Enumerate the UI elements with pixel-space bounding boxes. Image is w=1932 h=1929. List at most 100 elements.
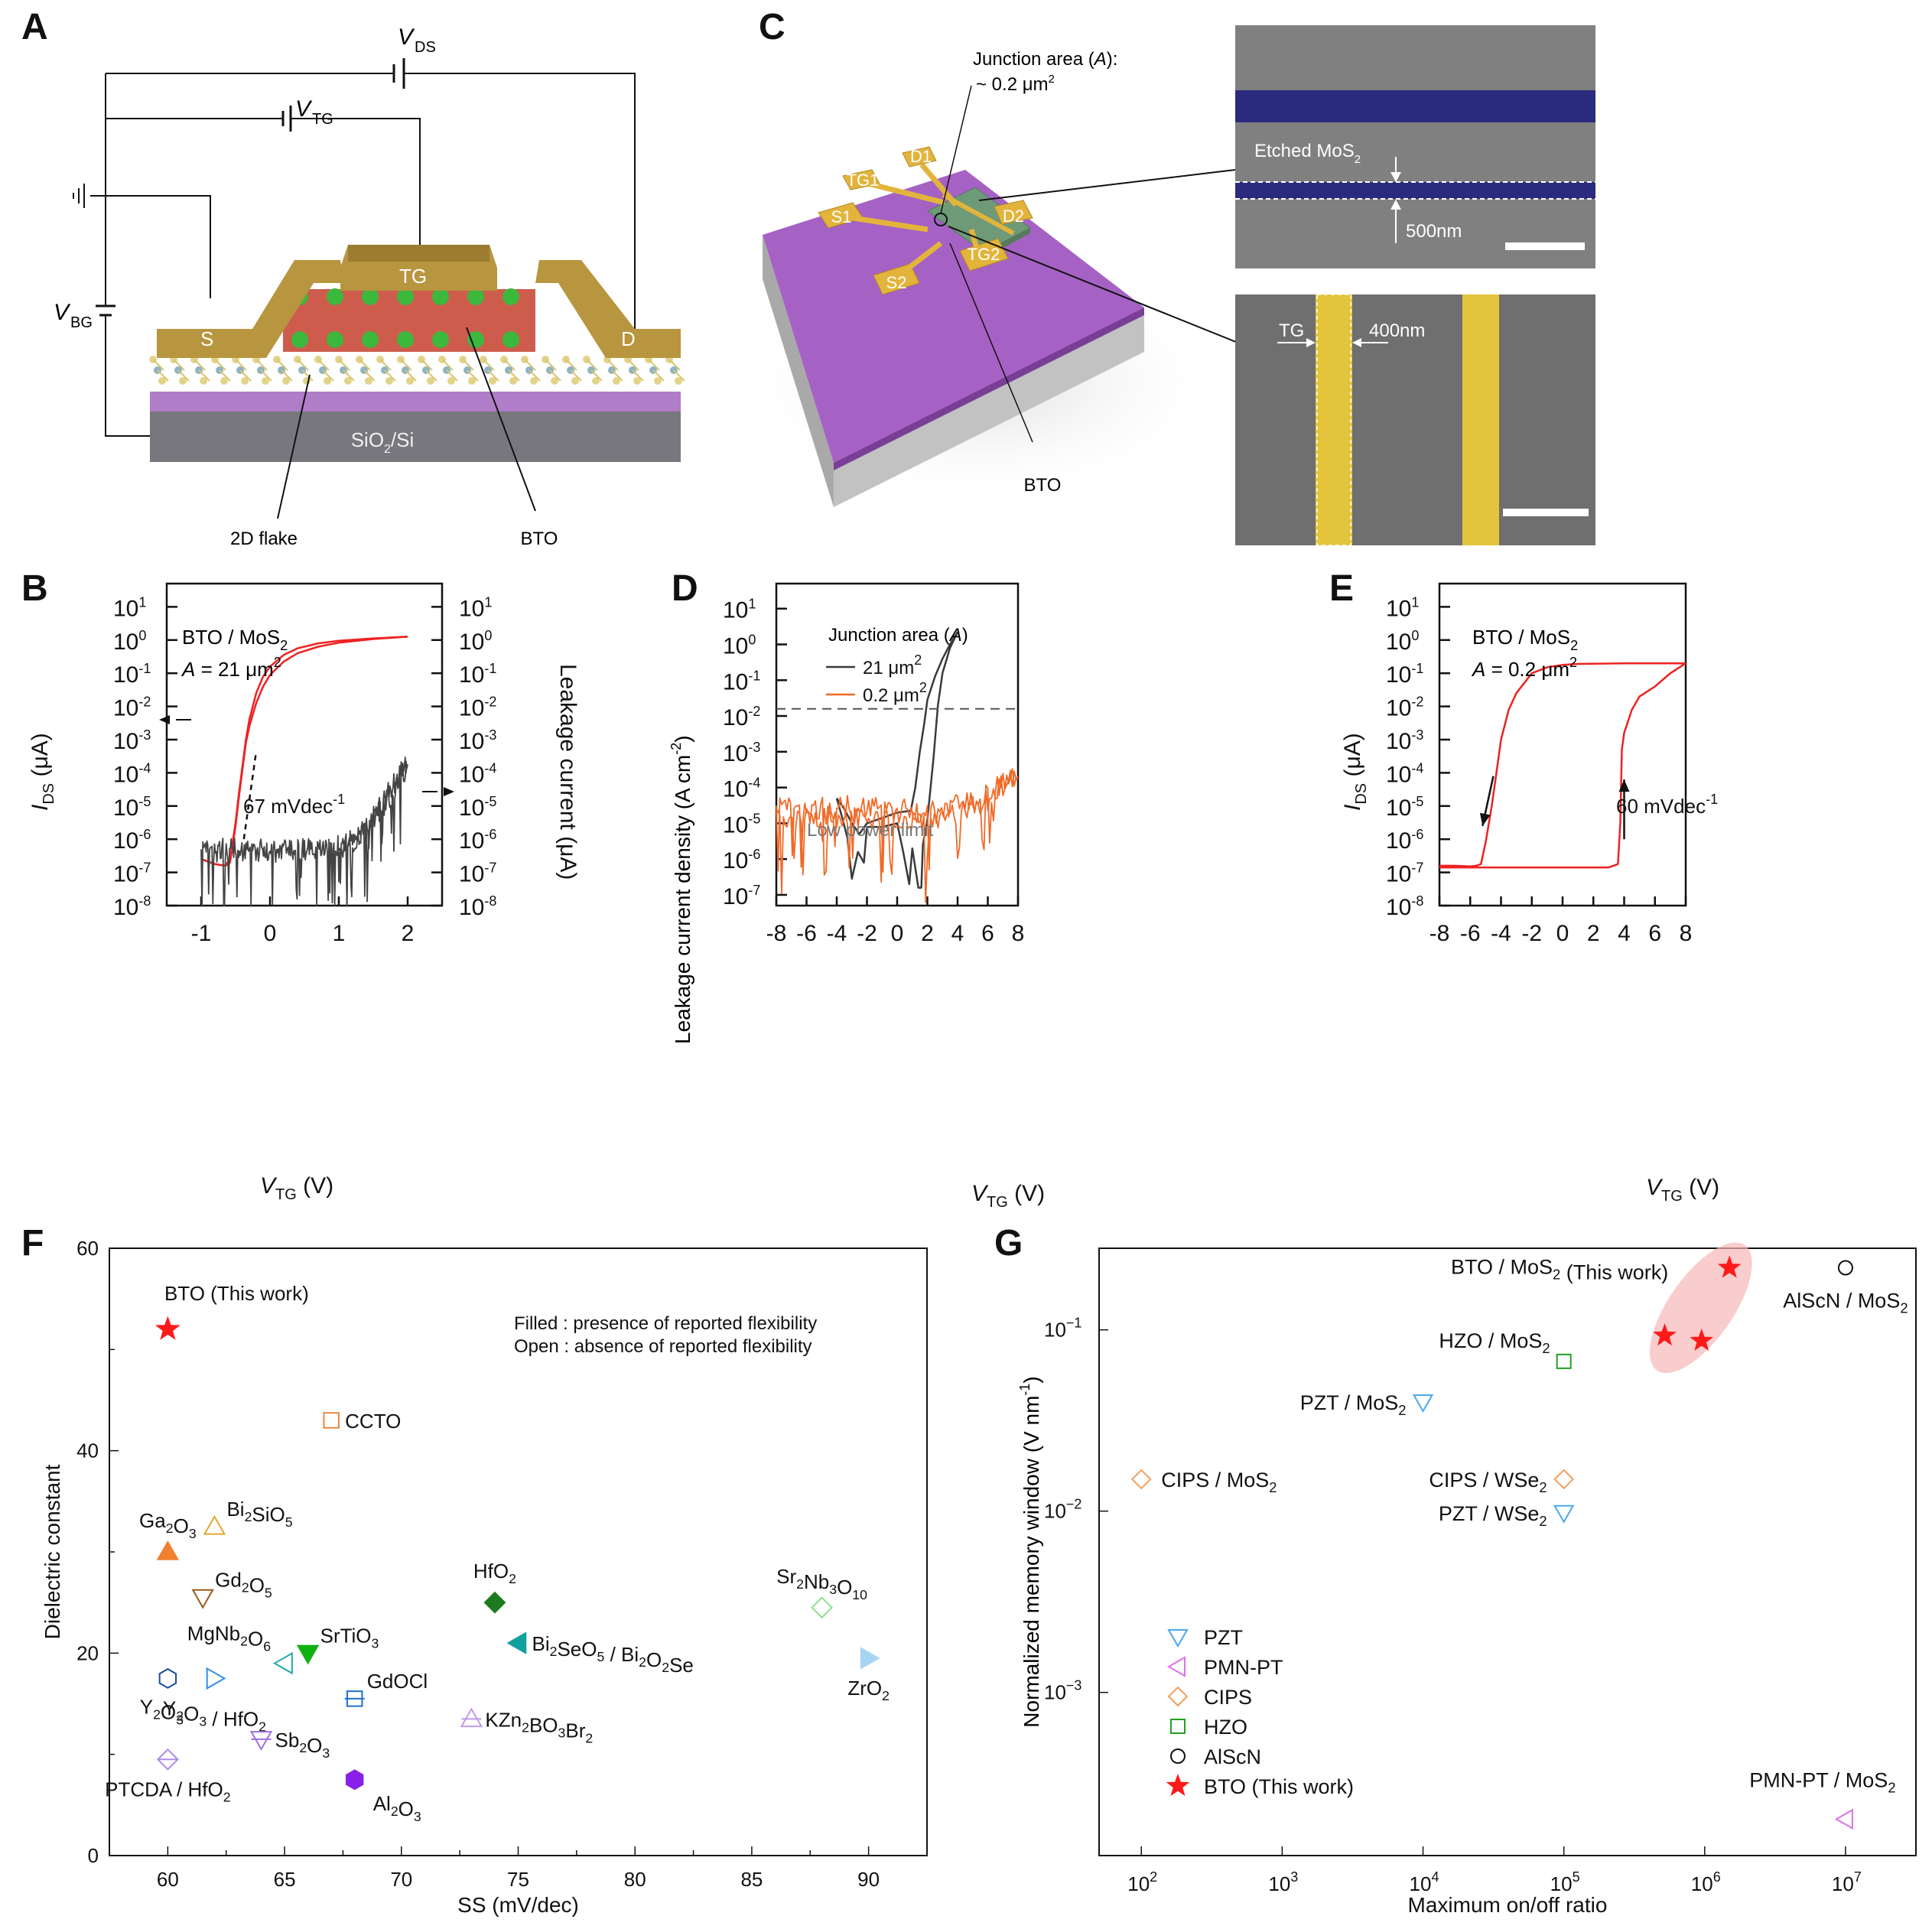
data-marker	[1834, 1808, 1853, 1830]
pad-d1	[902, 146, 937, 168]
data-marker	[1166, 1656, 1186, 1677]
x-tick-label: 107	[1832, 1869, 1862, 1895]
series-line-0	[835, 631, 959, 835]
chart-f: 60 65 70 75 80 85 90 0 20 40 60 SS (mV/dec) Dielectr…	[41, 1237, 928, 1917]
pad-label: TG2	[968, 245, 1000, 264]
series-line-1	[1439, 662, 1686, 869]
y-tick-label: 10-7	[723, 883, 760, 909]
chart-e: -8 -6 -4 -2 0 2 4 6 8 101 100 10-1 10-2 10-3 10-4 10-5 1…	[1340, 582, 1719, 1205]
ground-icon	[73, 184, 85, 208]
legend-title: Junction area (A)	[828, 625, 968, 646]
y2-tick-label: 10-4	[459, 760, 496, 787]
bto-atom	[467, 288, 484, 305]
flake-bond	[152, 359, 164, 371]
substrate-side-front	[834, 307, 1144, 507]
vds-sub: DS	[415, 39, 436, 56]
data-marker	[811, 1596, 833, 1619]
x-tick-label: 2	[921, 921, 934, 946]
vds-label: V	[398, 24, 415, 50]
y-tick-label: 10-2	[1386, 695, 1423, 721]
legend-label: 21 μm2	[863, 652, 922, 678]
data-marker	[323, 1412, 340, 1429]
flake-atom	[220, 377, 228, 385]
annotation-ss: 67 mVdec-1	[243, 792, 345, 818]
sem2-scale-bar	[1503, 509, 1589, 516]
substrate-side-left	[763, 235, 834, 507]
vtg-sub: TG	[312, 111, 333, 128]
flake-bond	[425, 369, 437, 382]
flake-bond	[467, 369, 479, 382]
y-tick-label: 10-6	[723, 847, 760, 873]
y-tick-label: 10-7	[1386, 860, 1423, 887]
substrate-top	[763, 170, 1144, 463]
data-marker	[1690, 1328, 1714, 1352]
flake-bond	[446, 369, 458, 382]
y-tick-label: 10-6	[1386, 827, 1423, 854]
flake-bond	[673, 369, 685, 382]
2d-flake-lattice	[149, 356, 685, 385]
bto-atom	[467, 331, 484, 348]
left-axis-arrow-head	[159, 715, 170, 724]
y-tick-label: 10-1	[723, 668, 760, 695]
y-tick-label: 10-3	[113, 727, 151, 754]
flake-atom	[344, 377, 352, 385]
data-marker	[1556, 1353, 1572, 1369]
flake-bond	[570, 369, 582, 382]
panel-c-letter: C	[759, 7, 785, 47]
x-tick-label: -8	[766, 921, 787, 946]
x-tick-label: 0	[264, 921, 277, 946]
y-tick-label: 10-5	[723, 811, 760, 838]
x-tick-label: 2	[1587, 921, 1600, 946]
source-electrode	[157, 260, 344, 358]
circuit-wires	[90, 73, 636, 437]
data-marker	[346, 1769, 364, 1791]
x-tick-label: -6	[796, 921, 817, 946]
flake-bond	[338, 359, 350, 371]
pad-label: S1	[831, 207, 852, 226]
x-tick-label: -6	[1460, 921, 1481, 946]
y-tick-label: 10-7	[113, 860, 151, 887]
y2-tick-label: 10-6	[459, 827, 496, 854]
point-label: PMN-PT / MoS2	[1749, 1768, 1895, 1795]
flake-bond	[359, 359, 371, 371]
y-tick-label: 10-3	[723, 740, 760, 766]
flake-bond	[214, 359, 226, 371]
y-tick-label: 60	[76, 1237, 99, 1260]
data-marker	[860, 1647, 880, 1670]
x-axis-label: VTG (V)	[971, 1181, 1045, 1211]
point-label: HfO2	[473, 1560, 516, 1586]
point-label: PTCDA / HfO2	[105, 1778, 230, 1804]
pad-labels: S1 TG1 D1 D2 S2 TG2	[831, 147, 1025, 292]
point-label: Bi2SeO5 / Bi2O2Se	[532, 1632, 694, 1677]
vbg-sub: BG	[70, 314, 93, 331]
point-label: AlScN / MoS2	[1783, 1289, 1908, 1316]
bto-atom	[503, 288, 519, 305]
flake-atom	[365, 377, 372, 385]
y-tick-label: 10-6	[113, 827, 151, 854]
y2-tick-label: 10-5	[459, 794, 496, 821]
bto-atom	[362, 331, 379, 348]
y-tick-label: 10-8	[1386, 893, 1423, 920]
x-tick-label: -8	[1429, 921, 1450, 946]
bto-atom	[397, 331, 414, 348]
y-tick-label: 101	[723, 597, 756, 623]
flake-bond	[322, 369, 334, 382]
flake-bond	[503, 359, 516, 371]
flake-bond	[276, 359, 288, 371]
flake-bond	[297, 359, 309, 371]
y-tick-label: 40	[76, 1439, 99, 1462]
x-axis-label: VTG (V)	[1646, 1175, 1719, 1205]
flake-bond	[384, 369, 396, 382]
flake-atom	[241, 377, 249, 385]
point-label: ZrO2	[847, 1677, 890, 1703]
flake-atom	[406, 377, 414, 385]
x-tick-label: 60	[157, 1868, 179, 1891]
point-label: Y2O3	[140, 1695, 184, 1727]
flake-bond	[239, 369, 252, 382]
plot-frame	[165, 582, 444, 907]
y-tick-label: 10-3	[1386, 727, 1423, 754]
x-tick-label: 6	[981, 921, 994, 946]
series-line-4	[242, 751, 258, 840]
flake-atom	[447, 377, 455, 385]
